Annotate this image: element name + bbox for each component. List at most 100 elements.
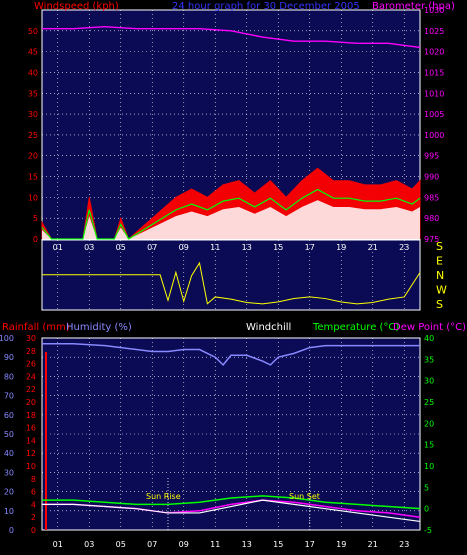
- barometer-tick-label: 1025: [424, 27, 444, 36]
- p1-x-tick-label: 05: [116, 243, 126, 252]
- rainfall-tick-label: 14: [26, 436, 36, 445]
- windspeed-tick-label: 25: [28, 131, 38, 140]
- p3-x-tick-label: 13: [242, 540, 252, 549]
- barometer-axis-label: Barometer (hpa): [372, 1, 455, 12]
- temperature-tick-label: 15: [424, 441, 434, 450]
- p3-x-tick-label: 05: [116, 540, 126, 549]
- humidity-series: [42, 343, 420, 366]
- p1-x-tick-label: 09: [179, 243, 189, 252]
- humidity-tick-label: 60: [4, 411, 14, 420]
- wind-average-series: [41, 188, 421, 240]
- p1-x-tick-label: 01: [53, 243, 63, 252]
- temperature-tick-label: -5: [424, 526, 432, 535]
- humidity-tick-label: 50: [4, 430, 14, 439]
- humidity-axis-label: Humidity (%): [66, 322, 132, 333]
- windspeed-axis-label: Windspeed (kph): [34, 1, 119, 12]
- barometer-tick-label: 1030: [424, 6, 444, 15]
- direction-label: S: [436, 240, 443, 253]
- barometer-tick-label: 985: [424, 193, 439, 202]
- temperature-series: [42, 495, 421, 510]
- temperature-tick-label: 20: [424, 419, 434, 428]
- barometer-tick-label: 1015: [424, 68, 444, 77]
- p3-x-tick-label: 17: [305, 540, 315, 549]
- rainfall-tick-label: 10: [26, 462, 36, 471]
- rainfall-tick-label: 8: [31, 475, 36, 484]
- rainfall-axis-label: Rainfall (mm): [2, 322, 70, 333]
- barometer-tick-label: 975: [424, 235, 439, 244]
- p1-x-tick-label: 13: [242, 243, 252, 252]
- rainfall-tick-label: 2: [31, 513, 36, 522]
- humidity-tick-label: 70: [4, 392, 14, 401]
- direction-label: E: [436, 255, 443, 268]
- humidity-tick-label: 40: [4, 449, 14, 458]
- temperature-tick-label: 25: [424, 398, 434, 407]
- windspeed-tick-label: 30: [28, 110, 38, 119]
- windchill-series: [42, 499, 421, 523]
- rainfall-tick-label: 22: [26, 385, 36, 394]
- windspeed-tick-label: 20: [28, 152, 38, 161]
- humidity-tick-label: 100: [0, 334, 14, 343]
- wind-direction-plot-area: [41, 239, 421, 311]
- temperature-tick-label: 0: [424, 505, 429, 514]
- temperature-axis-label: Temperature (°C): [312, 322, 399, 333]
- humidity-tick-label: 20: [4, 488, 14, 497]
- windspeed-tick-label: 10: [28, 193, 38, 202]
- p3-x-tick-label: 23: [399, 540, 409, 549]
- humidity-tick-label: 10: [4, 507, 14, 516]
- windspeed-tick-label: 5: [33, 214, 38, 223]
- humidity-tick-label: 80: [4, 372, 14, 381]
- barometer-tick-label: 1000: [424, 131, 444, 140]
- rainfall-tick-label: 4: [31, 500, 36, 509]
- sunset-annotation: Sun Set: [289, 492, 320, 501]
- sunrise-annotation: Sun Rise: [146, 492, 181, 501]
- temperature-tick-label: 30: [424, 377, 434, 386]
- rainfall-tick-label: 16: [26, 424, 36, 433]
- wind-gust-series: [42, 200, 420, 239]
- windspeed-tick-label: 40: [28, 68, 38, 77]
- p3-x-tick-label: 15: [273, 540, 283, 549]
- windspeed-tick-label: 50: [28, 27, 38, 36]
- humidity-tick-label: 90: [4, 353, 14, 362]
- rainfall-tick-label: 28: [26, 347, 36, 356]
- p3-x-tick-label: 01: [53, 540, 63, 549]
- p1-x-tick-label: 17: [305, 243, 315, 252]
- rainfall-tick-label: 26: [26, 360, 36, 369]
- p3-x-tick-label: 03: [84, 540, 94, 549]
- barometer-tick-label: 980: [424, 214, 439, 223]
- direction-label: N: [436, 269, 444, 282]
- barometer-tick-label: 1010: [424, 89, 444, 98]
- rainfall-tick-label: 12: [26, 449, 36, 458]
- p1-x-tick-label: 03: [84, 243, 94, 252]
- direction-label: W: [436, 284, 447, 297]
- temperature-tick-label: 35: [424, 355, 434, 364]
- temperature-tick-label: 5: [424, 483, 429, 492]
- temperature-tick-label: 10: [424, 462, 434, 471]
- windchill-label: Windchill: [246, 322, 291, 333]
- rainfall-tick-label: 0: [31, 526, 36, 535]
- p3-x-tick-label: 09: [179, 540, 189, 549]
- windspeed-tick-label: 35: [28, 89, 38, 98]
- barometer-tick-label: 1005: [424, 110, 444, 119]
- rainfall-tick-label: 6: [31, 488, 36, 497]
- p1-x-tick-label: 15: [273, 243, 283, 252]
- wind-direction-series: [42, 261, 421, 305]
- barometer-tick-label: 995: [424, 152, 439, 161]
- dewpoint-axis-label: Dew Point (°C): [393, 322, 466, 333]
- p1-x-tick-label: 19: [336, 243, 346, 252]
- p1-x-tick-label: 21: [368, 243, 378, 252]
- p3-x-tick-label: 21: [368, 540, 378, 549]
- graph-title: 24 hour graph for 30 December 2005: [172, 1, 360, 12]
- direction-label: S: [436, 298, 443, 311]
- rainfall-tick-label: 20: [26, 398, 36, 407]
- p1-x-tick-label: 11: [210, 243, 220, 252]
- p3-x-tick-label: 11: [210, 540, 220, 549]
- rainfall-tick-label: 18: [26, 411, 36, 420]
- rainfall-tick-label: 30: [26, 334, 36, 343]
- humidity-tick-label: 30: [4, 468, 14, 477]
- barometer-series: [42, 25, 421, 49]
- p1-x-tick-label: 23: [399, 243, 409, 252]
- barometer-tick-label: 990: [424, 173, 439, 182]
- windspeed-tick-label: 15: [28, 173, 38, 182]
